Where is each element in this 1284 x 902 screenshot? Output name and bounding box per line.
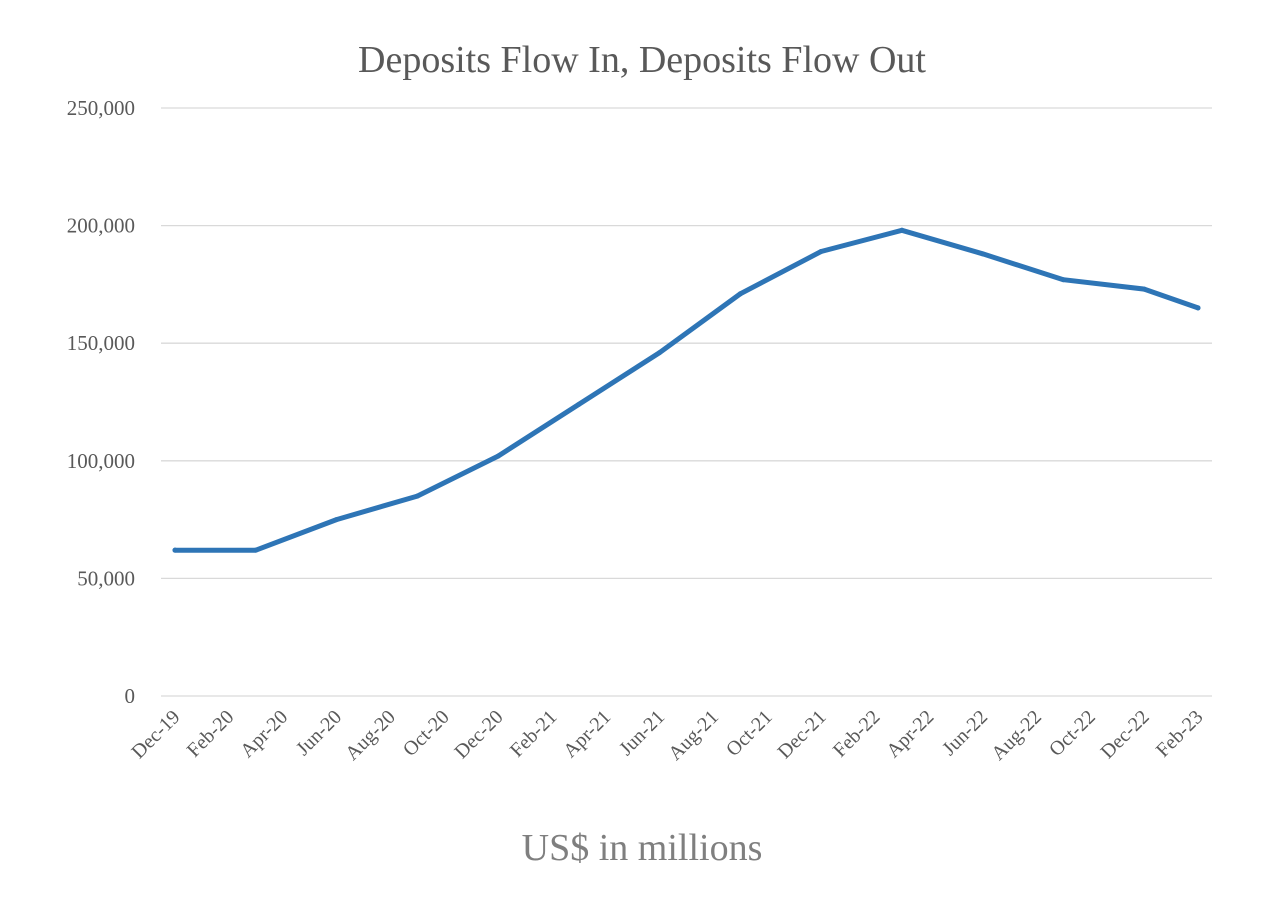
- data-point: [495, 453, 501, 459]
- x-tick-label: Feb-23: [1152, 706, 1208, 762]
- data-point: [414, 493, 420, 499]
- x-tick-label: Aug-21: [664, 706, 723, 765]
- data-point: [1195, 305, 1201, 311]
- y-tick-label: 150,000: [67, 331, 135, 355]
- y-tick-label: 50,000: [77, 566, 135, 590]
- x-tick-label: Aug-22: [987, 706, 1046, 765]
- x-tick-label: Dec-21: [773, 706, 830, 763]
- x-tick-label: Jun-21: [615, 706, 669, 760]
- x-tick-label: Oct-20: [399, 706, 454, 761]
- y-tick-label: 100,000: [67, 449, 135, 473]
- x-tick-label: Feb-20: [183, 706, 239, 762]
- data-point: [576, 401, 582, 407]
- x-tick-label: Dec-20: [450, 706, 507, 763]
- y-tick-label: 0: [125, 684, 136, 708]
- series-line: [172, 227, 1201, 553]
- data-point: [899, 227, 905, 233]
- x-tick-label: Jun-20: [292, 706, 346, 760]
- y-axis-tick-labels: 0 50,000 100,000 150,000 200,000 250,000: [67, 96, 135, 708]
- y-tick-label: 200,000: [67, 214, 135, 238]
- x-tick-label: Apr-20: [236, 706, 292, 762]
- data-point: [737, 291, 743, 297]
- x-tick-label: Jun-22: [938, 706, 992, 760]
- x-tick-label: Apr-21: [559, 706, 615, 762]
- data-point: [172, 547, 178, 553]
- data-point: [334, 517, 340, 523]
- x-tick-label: Feb-21: [506, 706, 562, 762]
- units-caption: US$ in millions: [522, 827, 763, 869]
- data-point: [980, 251, 986, 257]
- data-point: [818, 248, 824, 254]
- x-tick-label: Aug-20: [341, 706, 400, 765]
- chart-title: Deposits Flow In, Deposits Flow Out: [358, 39, 926, 81]
- x-tick-label: Dec-22: [1097, 706, 1154, 763]
- data-point: [657, 350, 663, 356]
- x-tick-label: Apr-22: [882, 706, 938, 762]
- x-tick-label: Feb-22: [829, 706, 885, 762]
- data-point: [1141, 286, 1147, 292]
- y-tick-label: 250,000: [67, 96, 135, 120]
- series-layer: [172, 227, 1201, 553]
- x-tick-label: Dec-19: [127, 706, 184, 763]
- x-tick-label: Oct-22: [1045, 706, 1100, 761]
- grid-lines: [161, 107, 1212, 697]
- data-point: [253, 547, 259, 553]
- data-point: [1060, 277, 1066, 283]
- x-tick-label: Oct-21: [722, 706, 777, 761]
